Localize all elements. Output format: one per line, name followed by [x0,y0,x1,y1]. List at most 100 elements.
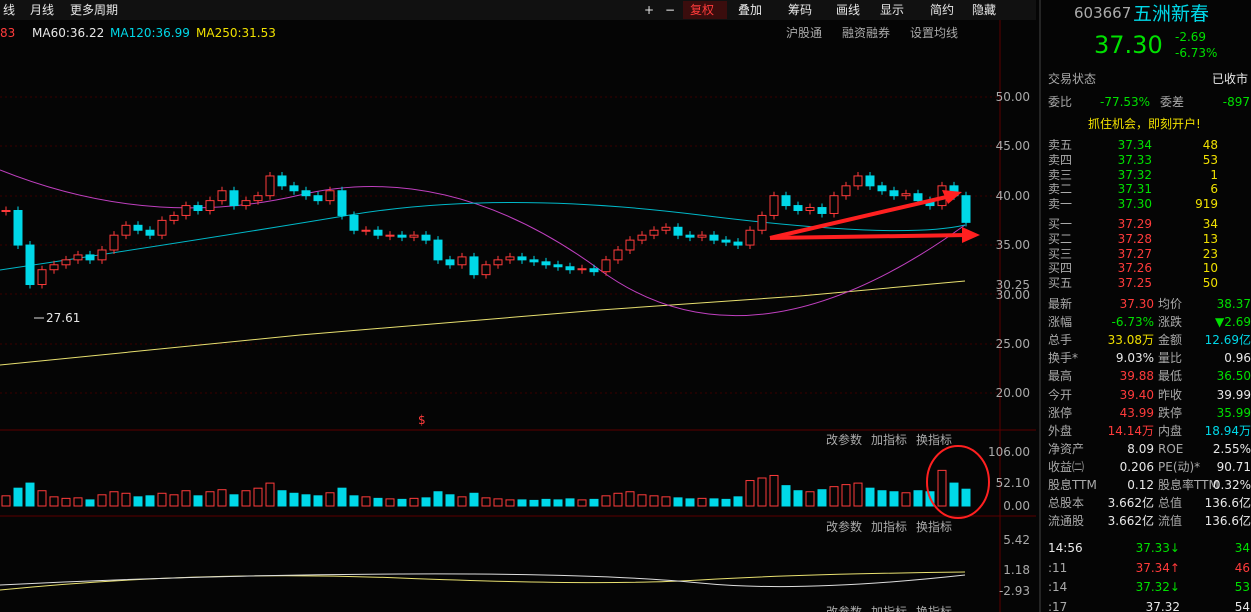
candle [721,239,731,243]
toolbar-item[interactable]: 显示 [880,3,905,17]
candle [541,261,551,266]
stock-code: 603667 [1074,4,1132,22]
candle [373,229,383,236]
book-label: 买二 [1048,231,1073,246]
volume-bar [529,499,539,507]
toolbar-item[interactable]: − [665,3,676,17]
ma-legend: MA60:36.22 [32,26,105,40]
stat-label: 内盘 [1158,423,1183,438]
candle [265,175,275,197]
volume-bar [553,499,563,507]
price-tick: 25.00 [995,337,1030,351]
volume-bar [109,491,119,507]
tick-volume: 46 [1234,560,1250,575]
candle [301,190,311,197]
candle [877,185,887,192]
candle [109,234,119,251]
toolbar-item[interactable]: + [644,3,655,17]
value: -77.53% [1100,95,1151,109]
volume-bar [1,495,11,507]
candle [661,226,671,231]
volume-bar [865,487,875,507]
volume-bar [397,498,407,507]
volume-bar [97,494,107,507]
stat-label: 流值 [1158,514,1183,529]
stat-label: 收益㈡ [1048,459,1085,474]
stat-value: 18.94万 [1204,423,1251,438]
volume-bar [25,482,35,507]
candle [493,259,503,266]
toolbar-item[interactable]: 画线 [836,3,861,17]
stat-label: 最低 [1158,369,1183,384]
tick-volume: 34 [1234,541,1250,555]
toolbar-item[interactable]: 复权 [690,3,715,17]
grid [0,96,1000,394]
candle [445,259,455,266]
candle [97,249,107,261]
volume-bar [757,477,767,507]
price: 37.30 [1094,31,1163,59]
stat-value: ▼2.69 [1215,315,1251,330]
volume-bar [205,491,215,507]
book-volume: 53 [1202,152,1218,167]
volume-bar [49,496,59,507]
volume-bar [145,495,155,507]
value: -897 [1222,95,1250,109]
candle [289,185,299,192]
ad-link[interactable]: 抓住机会，即刻开户! [1088,117,1201,131]
active-tab [683,1,727,19]
panel-tool: 加指标 [871,520,908,534]
book-price: 37.34 [1117,138,1152,152]
book-label: 卖二 [1048,182,1073,197]
toolbar-item[interactable]: 简约 [930,3,955,17]
volume-bar [613,492,623,507]
candle [793,205,803,212]
tick-price: 37.33↓ [1135,541,1180,555]
signal-mark: $ [418,413,426,427]
book-volume: 48 [1202,138,1218,152]
candle [613,249,623,261]
volume-bar [157,492,167,507]
candle [49,264,59,271]
candle [745,229,755,246]
volume-bar [577,499,587,507]
label: 交易状态 [1048,72,1097,86]
label: 委比 [1048,95,1073,109]
volume-bar [289,492,299,507]
candle [517,256,527,261]
candle [253,195,263,202]
candle [181,205,191,216]
tick-price: 37.32↓ [1135,580,1180,594]
volume-bar [721,498,731,507]
toolbar-item[interactable]: 叠加 [738,3,763,17]
book-price: 37.26 [1117,261,1152,276]
status: 已收市 [1212,72,1249,86]
volume-bar [661,496,671,507]
ma-legend: MA120:36.99 [110,26,190,40]
volume-bar [385,498,395,507]
candle [25,244,35,286]
chart-link: 沪股通 [786,26,823,40]
toolbar-item[interactable]: 筹码 [788,3,813,17]
ma-line [0,202,966,271]
volume-bar [433,491,443,507]
stat-label: 最高 [1048,369,1073,384]
volume-bar [697,497,707,507]
candle [805,207,815,212]
toolbar-item[interactable]: 隐藏 [972,3,997,17]
volume-bar [445,494,455,507]
stat-label: 涨停 [1048,405,1073,420]
candle [385,234,395,237]
volume-bar [325,492,335,507]
volume-bar [337,487,347,507]
toolbar-item: 月线 [30,3,55,17]
price-tick: 30.25 [995,278,1030,292]
volume-tick: 0.00 [1003,499,1030,513]
stat-label: 股息率TTM [1158,478,1219,492]
stat-value: 14.14万 [1107,423,1154,438]
volume-bar [349,495,359,507]
panel-tool: 加指标 [871,605,908,612]
book-label: 买三 [1048,246,1073,261]
tick-volume: 54 [1234,599,1250,612]
